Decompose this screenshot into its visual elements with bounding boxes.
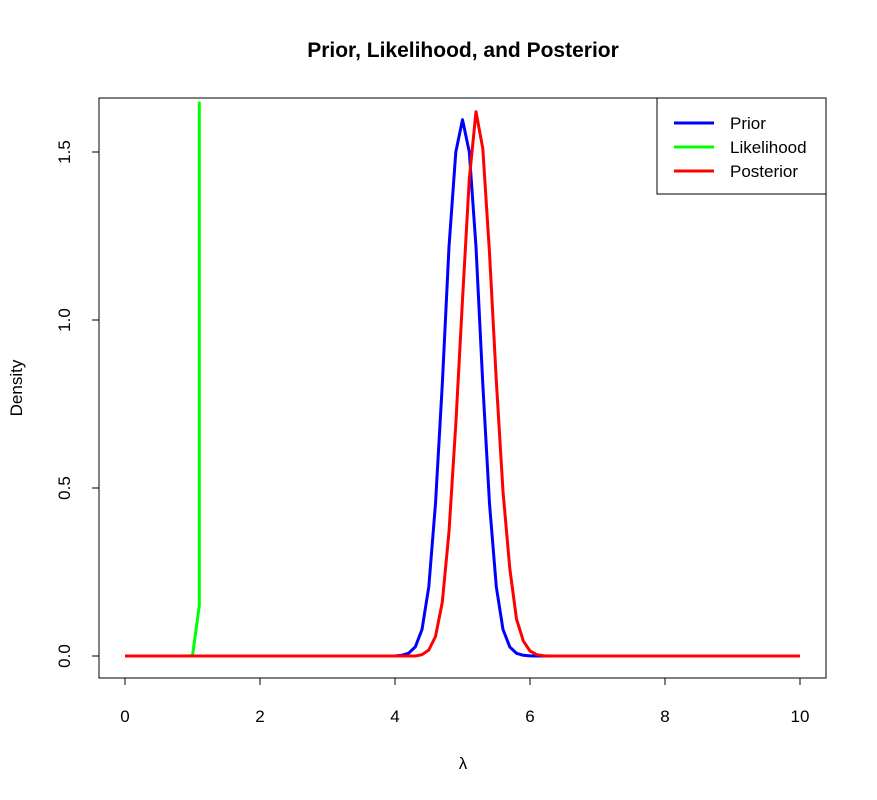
x-tick-label: 6 bbox=[525, 707, 534, 726]
y-ticks: 0.0 0.5 1.0 1.5 bbox=[55, 140, 99, 668]
plot-lines bbox=[125, 101, 800, 658]
y-tick-label: 1.0 bbox=[55, 308, 74, 332]
chart-title: Prior, Likelihood, and Posterior bbox=[307, 39, 619, 62]
x-tick-label: 10 bbox=[791, 707, 810, 726]
legend-label-prior: Prior bbox=[730, 114, 766, 133]
series-line-likelihood bbox=[125, 101, 201, 658]
y-tick-label: 0.0 bbox=[55, 644, 74, 668]
y-axis-label: Density bbox=[7, 359, 26, 416]
x-ticks: 0 2 4 6 8 10 bbox=[120, 678, 809, 726]
x-axis-label: λ bbox=[459, 754, 468, 773]
x-tick-label: 2 bbox=[255, 707, 264, 726]
legend-label-posterior: Posterior bbox=[730, 162, 798, 181]
x-tick-label: 8 bbox=[660, 707, 669, 726]
x-tick-label: 0 bbox=[120, 707, 129, 726]
legend-label-likelihood: Likelihood bbox=[730, 138, 807, 157]
x-tick-label: 4 bbox=[390, 707, 399, 726]
y-tick-label: 0.5 bbox=[55, 476, 74, 500]
series-line-posterior bbox=[125, 110, 800, 658]
series-line-prior bbox=[125, 118, 800, 658]
y-tick-label: 1.5 bbox=[55, 140, 74, 164]
legend: Prior Likelihood Posterior bbox=[656, 97, 827, 195]
